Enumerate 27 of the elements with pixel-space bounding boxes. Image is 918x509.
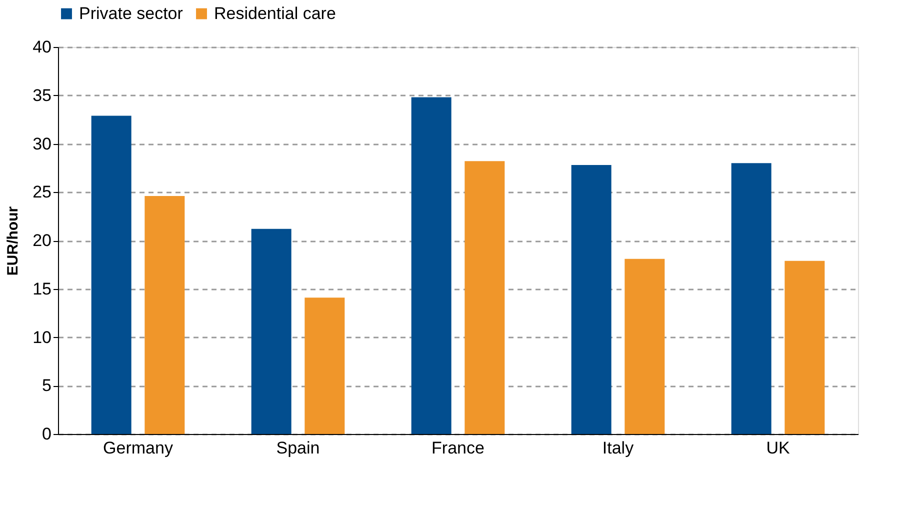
y-tick-label: 40	[32, 38, 52, 56]
bar	[784, 260, 825, 434]
y-axis-title: EUR/hour	[4, 206, 22, 276]
bar	[144, 196, 185, 434]
x-tick-label: UK	[766, 438, 790, 458]
bar	[571, 165, 612, 434]
bar	[304, 298, 345, 434]
bar	[91, 116, 132, 434]
x-tick-label: Italy	[602, 438, 634, 458]
x-tick-label: France	[432, 438, 484, 458]
y-tick-label: 0	[42, 424, 52, 444]
y-tick-label: 10	[32, 328, 52, 347]
legend-label: Private sector	[79, 4, 184, 23]
y-tick-label: 15	[32, 279, 52, 298]
y-tick-label: 35	[32, 86, 52, 105]
y-tick-label: 25	[32, 182, 52, 202]
bar	[624, 258, 665, 434]
bar	[251, 228, 292, 434]
y-tick-label: 5	[42, 376, 52, 396]
x-tick-label: Spain	[276, 438, 320, 458]
y-tick-label: 20	[32, 231, 52, 250]
bar	[411, 97, 452, 434]
y-tick-label: 30	[32, 134, 52, 154]
legend-label: Residential care	[214, 4, 336, 23]
bar	[464, 161, 505, 434]
x-tick-label: Germany	[103, 438, 174, 458]
bar	[731, 163, 772, 434]
